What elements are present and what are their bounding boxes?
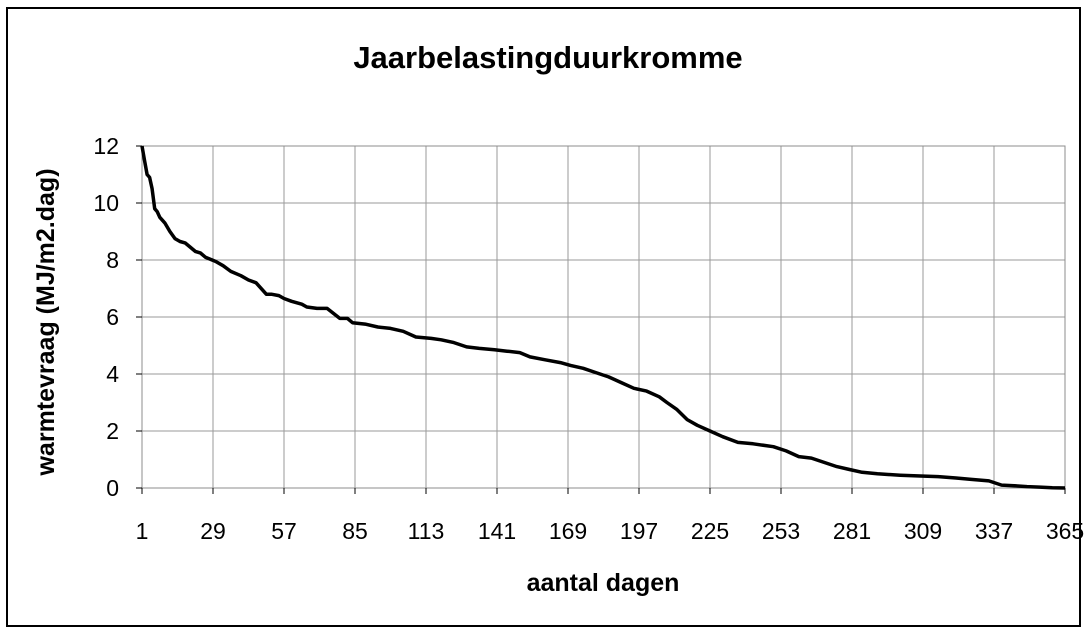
y-tick-label: 10 (93, 190, 119, 216)
x-tick-label: 29 (200, 518, 226, 544)
x-tick-label: 141 (478, 518, 516, 544)
grid-layer (142, 146, 1065, 488)
x-tick-label: 57 (271, 518, 297, 544)
x-axis: 1 29 57 85 113 141 169 197 225 253 281 309 337 365 (136, 488, 1084, 544)
x-tick-label: 197 (620, 518, 658, 544)
x-tick-label: 1 (136, 518, 149, 544)
x-tick-label: 309 (904, 518, 942, 544)
series-line (140, 145, 1066, 490)
x-tick-label: 337 (975, 518, 1013, 544)
y-axis-title: warmtevraag (MJ/m2.dag) (32, 168, 60, 476)
x-tick-label: 113 (408, 518, 445, 544)
y-tick-label: 8 (106, 247, 119, 273)
x-tick-label: 85 (342, 518, 368, 544)
x-tick-label: 365 (1046, 518, 1084, 544)
chart-title: Jaarbelastingduurkromme (353, 40, 742, 75)
x-tick-label: 253 (762, 518, 800, 544)
y-tick-label: 6 (106, 304, 119, 330)
x-tick-label: 281 (833, 518, 871, 544)
y-tick-label: 4 (106, 361, 119, 387)
y-tick-label: 0 (106, 475, 119, 501)
y-tick-label: 12 (93, 133, 119, 159)
x-tick-label: 225 (691, 518, 729, 544)
y-axis: 0 2 4 6 8 10 12 (93, 133, 142, 501)
x-axis-title: aantal dagen (527, 569, 680, 597)
x-tick-label: 169 (549, 518, 587, 544)
y-tick-label: 2 (106, 418, 119, 444)
